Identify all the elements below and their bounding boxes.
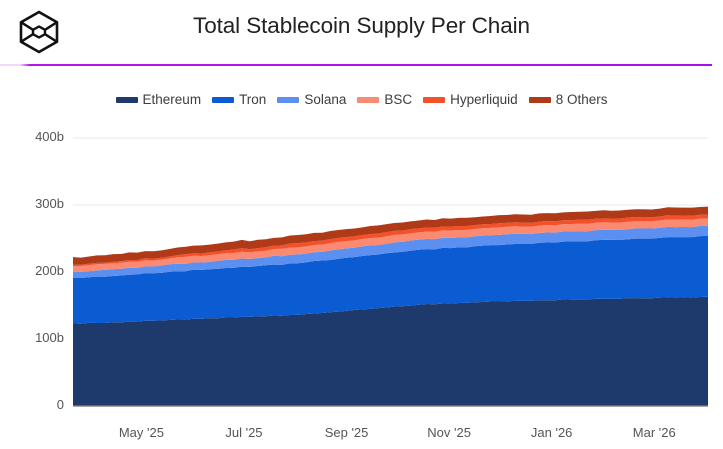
x-axis-tick-label: Sep '25 bbox=[324, 425, 369, 440]
legend-swatch-icon bbox=[277, 96, 300, 103]
x-axis-tick-label: Mar '26 bbox=[632, 425, 676, 440]
legend-item-bsc[interactable]: BSC bbox=[357, 92, 412, 107]
area-series-tron[interactable] bbox=[73, 235, 708, 324]
area-series-ethereum[interactable] bbox=[73, 296, 708, 406]
legend-item-label: Hyperliquid bbox=[450, 92, 518, 107]
x-axis-tick-label: Jan '26 bbox=[530, 425, 573, 440]
area-series-bsc[interactable] bbox=[73, 218, 708, 273]
area-series-hyperliquid[interactable] bbox=[73, 214, 708, 266]
y-axis-tick-label: 400b bbox=[35, 129, 64, 144]
legend-swatch-icon bbox=[528, 96, 551, 103]
legend-item-solana[interactable]: Solana bbox=[277, 92, 346, 107]
y-axis-tick-label: 300b bbox=[35, 196, 64, 211]
legend-item-8-others[interactable]: 8 Others bbox=[528, 92, 608, 107]
x-axis-tick-label: Jul '25 bbox=[225, 425, 263, 440]
y-axis-tick-label: 200b bbox=[35, 263, 64, 278]
legend-item-label: Ethereum bbox=[142, 92, 202, 107]
legend-item-label: Solana bbox=[304, 92, 347, 107]
legend-item-hyperliquid[interactable]: Hyperliquid bbox=[423, 92, 518, 107]
legend-item-tron[interactable]: Tron bbox=[212, 92, 266, 107]
legend-swatch-icon bbox=[357, 96, 380, 103]
x-axis-tick-label: May '25 bbox=[118, 425, 164, 440]
page-title: Total Stablecoin Supply Per Chain bbox=[193, 13, 530, 38]
area-series-8-others[interactable] bbox=[73, 206, 708, 265]
hexagon-cube-icon bbox=[16, 9, 62, 55]
legend-swatch-icon bbox=[115, 96, 138, 103]
legend-swatch-icon bbox=[423, 96, 446, 103]
legend-item-label: Tron bbox=[239, 92, 267, 107]
y-axis-tick-label: 100b bbox=[35, 330, 64, 345]
header-divider bbox=[0, 64, 712, 66]
chart-legend: Ethereum Tron Solana BSC Hyperliquid 8 Others bbox=[0, 92, 723, 107]
chart-header: Total Stablecoin Supply Per Chain bbox=[0, 0, 723, 66]
legend-item-ethereum[interactable]: Ethereum bbox=[115, 92, 202, 107]
legend-swatch-icon bbox=[212, 96, 235, 103]
legend-item-label: BSC bbox=[384, 92, 413, 107]
area-series-solana[interactable] bbox=[73, 225, 708, 279]
x-axis-tick-label: Nov '25 bbox=[427, 425, 471, 440]
legend-item-label: 8 Others bbox=[555, 92, 608, 107]
y-axis-tick-label: 0 bbox=[56, 397, 64, 412]
